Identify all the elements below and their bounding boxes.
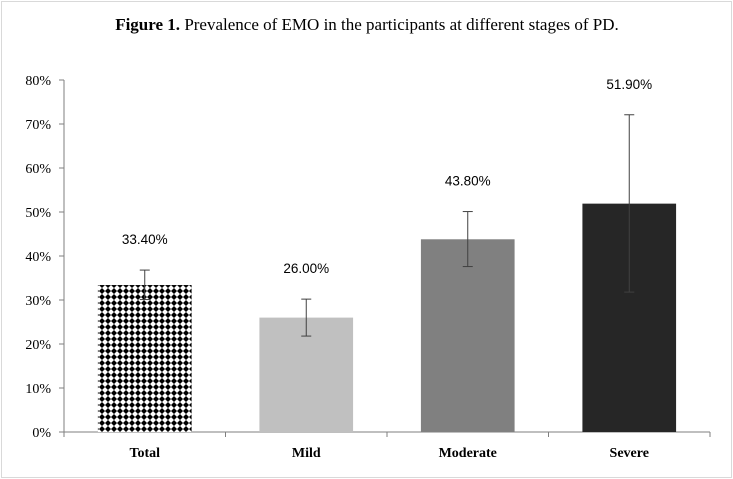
y-tick-label: 40% — [25, 250, 51, 265]
chart-title-text: Prevalence of EMO in the participants at… — [180, 15, 619, 34]
y-tick-label: 50% — [25, 206, 51, 221]
x-category-label: Moderate — [439, 446, 497, 461]
x-category-label: Severe — [610, 446, 649, 461]
data-label: 33.40% — [122, 232, 168, 247]
bar — [420, 239, 515, 432]
data-label: 43.80% — [445, 174, 491, 189]
bar — [259, 317, 354, 432]
data-label: 26.00% — [283, 261, 329, 276]
x-category-label: Total — [129, 446, 160, 461]
data-labels: 33.40% Total 26.00% Mild 43.80% Moderate 51.90… — [122, 77, 652, 461]
x-category-label: Mild — [292, 446, 321, 461]
data-label: 51.90% — [606, 77, 652, 92]
chart-title-prefix: Figure 1. — [115, 15, 180, 34]
bar — [97, 285, 192, 432]
y-tick-label: 60% — [25, 162, 51, 177]
y-tick-label: 20% — [25, 338, 51, 353]
y-tick-label: 30% — [25, 294, 51, 309]
bars — [97, 203, 677, 432]
error-bars — [139, 114, 635, 337]
y-tick-label: 80% — [25, 74, 51, 89]
y-tick-label: 10% — [25, 382, 51, 397]
y-tick-label: 0% — [32, 426, 51, 441]
chart-title: Figure 1. Prevalence of EMO in the parti… — [115, 15, 619, 34]
y-tick-label: 70% — [25, 118, 51, 133]
